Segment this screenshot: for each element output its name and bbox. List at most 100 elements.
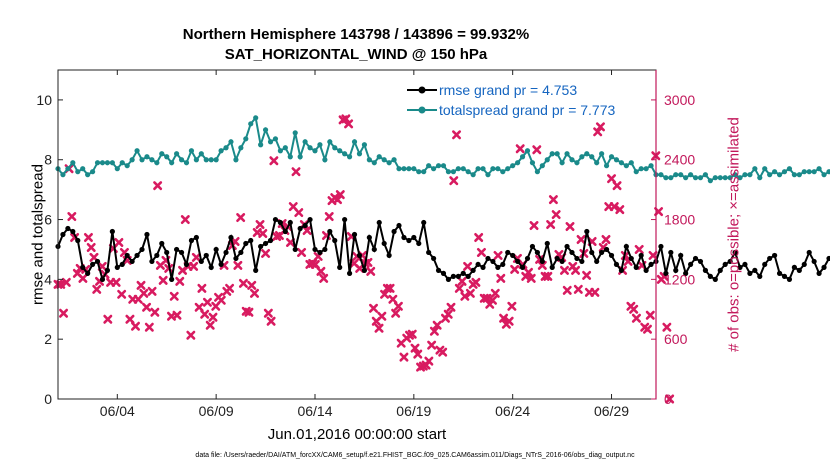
series-point-0 <box>183 261 190 268</box>
series-point-0 <box>361 267 368 273</box>
obs-point <box>377 311 387 321</box>
series-point-1 <box>460 166 466 172</box>
series-point-1 <box>742 172 748 178</box>
series-point-0 <box>678 252 684 259</box>
obs-point <box>247 280 257 290</box>
series-point-1 <box>440 163 447 169</box>
series-point-0 <box>193 234 199 241</box>
series-point-0 <box>381 240 387 247</box>
series-point-0 <box>421 219 427 226</box>
series-point-1 <box>104 160 111 166</box>
series-point-1 <box>139 157 145 163</box>
series-point-1 <box>589 154 595 160</box>
series-point-0 <box>258 243 264 250</box>
obs-point <box>61 277 71 287</box>
obs-point <box>490 288 500 298</box>
series-point-1 <box>495 166 501 172</box>
obs-point <box>629 304 639 314</box>
series-point-0 <box>628 255 634 262</box>
x-tick-label: 06/29 <box>594 403 629 419</box>
series-point-1 <box>94 160 101 166</box>
series-point-0 <box>638 252 644 259</box>
series-point-1 <box>144 154 150 160</box>
series-point-0 <box>129 258 135 265</box>
series-point-1 <box>510 163 516 169</box>
series-point-1 <box>791 172 797 178</box>
series-point-1 <box>599 151 605 157</box>
obs-point <box>413 349 423 359</box>
series-point-1 <box>65 166 71 172</box>
obs-point <box>291 167 301 177</box>
series-point-1 <box>534 169 540 175</box>
y2-tick-label: 0 <box>664 391 672 407</box>
series-point-0 <box>223 249 229 256</box>
series-point-0 <box>327 228 333 235</box>
series-point-0 <box>386 252 392 259</box>
series-point-1 <box>826 169 830 175</box>
series-point-0 <box>539 258 545 265</box>
series-point-0 <box>287 219 293 226</box>
obs-point <box>189 261 199 271</box>
series-point-0 <box>500 261 506 268</box>
obs-point <box>294 208 304 218</box>
series-point-1 <box>752 166 758 172</box>
series-point-0 <box>524 255 531 262</box>
series-point-0 <box>470 267 476 273</box>
series-point-0 <box>529 243 536 250</box>
series-point-1 <box>633 169 639 175</box>
obs-point <box>172 310 182 320</box>
series-point-0 <box>297 225 303 232</box>
series-point-1 <box>663 175 669 181</box>
series-point-0 <box>85 270 91 276</box>
legend-item-totalspread: totalspread grand pr = 7.773 <box>407 100 615 120</box>
series-point-0 <box>366 234 372 241</box>
series-point-1 <box>193 157 199 163</box>
obs-point <box>316 266 326 276</box>
series-point-0 <box>673 267 679 273</box>
series-point-1 <box>426 163 432 169</box>
series-point-0 <box>356 252 363 259</box>
series-point-1 <box>149 157 155 163</box>
series-point-0 <box>440 270 447 276</box>
series-point-0 <box>559 258 565 265</box>
obs-point <box>532 145 542 155</box>
obs-point <box>238 278 248 288</box>
obs-point <box>344 119 354 129</box>
series-point-1 <box>539 163 545 169</box>
obs-point <box>665 394 675 404</box>
series-point-1 <box>60 172 66 178</box>
obs-point <box>266 316 276 326</box>
series-point-1 <box>114 166 120 172</box>
obs-point <box>515 144 525 154</box>
obs-point <box>407 329 417 339</box>
series-point-1 <box>549 151 555 157</box>
series-point-1 <box>569 157 575 163</box>
series-point-1 <box>109 160 115 166</box>
series-point-0 <box>757 273 763 279</box>
series-point-1 <box>574 160 580 166</box>
series-point-1 <box>258 142 264 148</box>
obs-point <box>548 195 558 205</box>
series-point-1 <box>406 166 412 172</box>
series-point-0 <box>732 249 738 256</box>
series-point-1 <box>500 169 506 175</box>
series-point-0 <box>767 255 773 262</box>
obs-point <box>410 343 420 353</box>
series-point-0 <box>351 231 358 238</box>
series-point-1 <box>747 172 753 178</box>
obs-point <box>457 276 467 286</box>
obs-point <box>263 308 273 318</box>
series-point-0 <box>806 249 812 256</box>
obs-point <box>551 210 561 220</box>
series-point-0 <box>505 249 511 256</box>
series-point-1 <box>628 160 634 166</box>
series-point-0 <box>737 264 743 270</box>
obs-point <box>607 174 617 184</box>
obs-point <box>117 289 127 299</box>
series-point-1 <box>465 169 471 175</box>
legend: rmse grand pr = 4.753 totalspread grand … <box>407 80 647 120</box>
series-point-1 <box>485 172 491 178</box>
series-point-0 <box>589 249 595 256</box>
series-point-1 <box>470 172 476 178</box>
obs-point <box>366 266 376 276</box>
